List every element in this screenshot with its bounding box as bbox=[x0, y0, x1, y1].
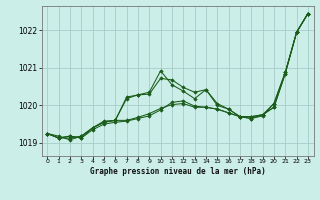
X-axis label: Graphe pression niveau de la mer (hPa): Graphe pression niveau de la mer (hPa) bbox=[90, 167, 266, 176]
